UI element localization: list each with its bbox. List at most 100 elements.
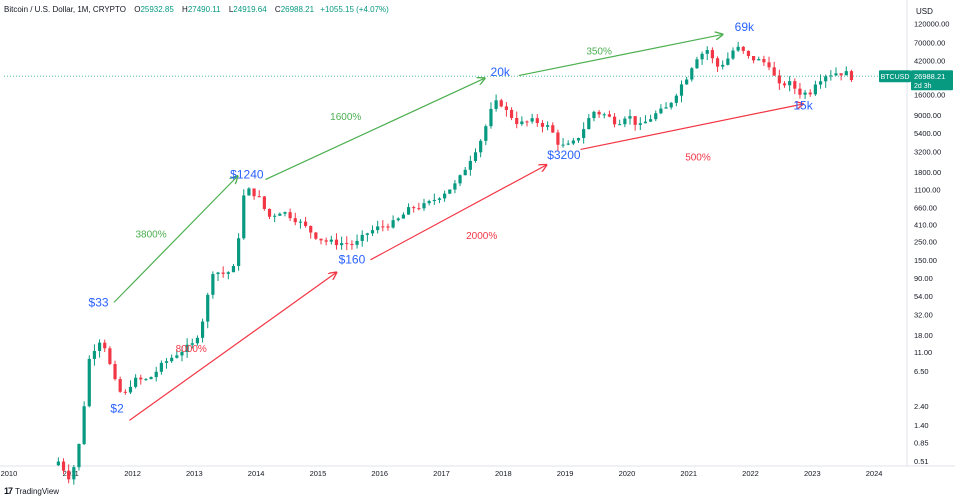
- candle-body: [793, 81, 797, 89]
- candle-body: [87, 358, 91, 407]
- y-tick-label: 660.00: [914, 203, 937, 212]
- candle-body: [190, 343, 194, 345]
- candle-body: [123, 391, 127, 393]
- candle-body: [180, 351, 184, 356]
- candle-body: [267, 208, 272, 217]
- candle-body: [144, 379, 148, 381]
- price-level-label: $2: [110, 401, 124, 415]
- candle-body: [690, 68, 694, 80]
- candle-body: [685, 79, 689, 85]
- candle-body: [504, 106, 509, 110]
- candle-body: [458, 175, 462, 184]
- candle-body: [149, 377, 153, 380]
- chart-header: Bitcoin / U.S. Dollar, 1M, CRYPTO O25932…: [4, 5, 389, 14]
- price-level-label: $3200: [547, 148, 581, 162]
- candle-body: [355, 240, 359, 245]
- candle-body: [489, 108, 493, 127]
- y-tick-label: 11.00: [914, 348, 932, 357]
- candle-body: [386, 226, 390, 228]
- candle-body: [262, 196, 266, 209]
- candle-body: [705, 50, 709, 54]
- red-arrow: [580, 104, 803, 151]
- candle-body: [746, 50, 751, 57]
- y-tick-label: 32.00: [914, 310, 933, 319]
- candle-body: [509, 109, 514, 119]
- candle-body: [231, 265, 236, 273]
- candle-body: [432, 199, 436, 202]
- candle-body: [97, 342, 102, 351]
- candle-body: [185, 344, 189, 352]
- currency-label[interactable]: USD: [916, 7, 933, 16]
- candle-body: [587, 118, 591, 130]
- candle-body: [463, 169, 467, 176]
- candle-body: [314, 232, 318, 239]
- candle-body: [360, 234, 364, 241]
- x-tick-label: 2012: [124, 469, 141, 478]
- y-tick-label: 5400.00: [914, 129, 941, 138]
- candle-body: [695, 59, 699, 69]
- candle-body: [494, 100, 498, 109]
- y-tick-label: 70000.00: [914, 39, 945, 48]
- tradingview-brand[interactable]: 17 TradingView: [4, 486, 59, 496]
- candle-body: [659, 108, 663, 114]
- candle-body: [839, 73, 843, 76]
- candle-body: [242, 195, 246, 239]
- candle-body: [118, 379, 122, 392]
- candle-body: [164, 361, 169, 363]
- candle-body: [813, 84, 817, 95]
- candle-body: [221, 272, 225, 274]
- candle-body: [643, 121, 648, 124]
- low-label: L: [228, 5, 234, 14]
- candle-body: [237, 238, 241, 266]
- x-tick-label: 2011: [63, 469, 79, 478]
- candle-body: [134, 377, 138, 387]
- candle-body: [113, 363, 117, 380]
- candle-body: [340, 243, 344, 246]
- tradingview-logo-icon: 17: [4, 486, 13, 496]
- candle-body: [597, 111, 601, 115]
- candle-body: [710, 50, 714, 59]
- candle-body: [278, 213, 282, 216]
- price-tag-value: 26988.21: [914, 72, 945, 81]
- candle-body: [154, 371, 158, 378]
- candle-body: [669, 102, 673, 108]
- candle-body: [329, 239, 333, 242]
- price-level-label: 69k: [735, 20, 755, 34]
- candle-body: [834, 73, 838, 76]
- x-tick-label: 2018: [495, 469, 512, 478]
- candle-body: [700, 53, 704, 60]
- candle-body: [82, 406, 86, 445]
- candle-body: [211, 274, 215, 295]
- red-arrow: [370, 165, 546, 261]
- candle-body: [618, 124, 622, 126]
- candle-body: [443, 193, 447, 199]
- percent-gain-label: 500%: [685, 152, 711, 163]
- candle-body: [824, 76, 828, 82]
- candle-body: [607, 114, 612, 117]
- symbol-tag: [879, 70, 911, 83]
- candle-body: [77, 444, 81, 468]
- x-tick-label: 2010: [1, 469, 18, 478]
- y-tick-label: 0.51: [914, 457, 929, 466]
- candle-body: [530, 118, 534, 122]
- candle-body: [849, 71, 854, 81]
- candle-body: [412, 207, 416, 209]
- candle-body: [612, 116, 617, 125]
- candle-body: [175, 355, 179, 358]
- candle-body: [582, 129, 586, 139]
- candle-body: [422, 203, 426, 209]
- candle-body: [128, 386, 133, 393]
- y-tick-label: 54.00: [914, 292, 933, 301]
- x-tick-label: 2020: [619, 469, 636, 478]
- y-tick-label: 3200.00: [914, 148, 941, 157]
- y-tick-label: 42000.00: [914, 57, 945, 66]
- y-tick-label: 0.85: [914, 439, 929, 448]
- y-tick-label: 1100.00: [914, 185, 941, 194]
- candle-body: [649, 119, 653, 122]
- candle-body: [216, 272, 220, 275]
- candle-body: [350, 243, 354, 245]
- candle-body: [777, 75, 781, 84]
- y-tick-label: 18.00: [914, 331, 933, 340]
